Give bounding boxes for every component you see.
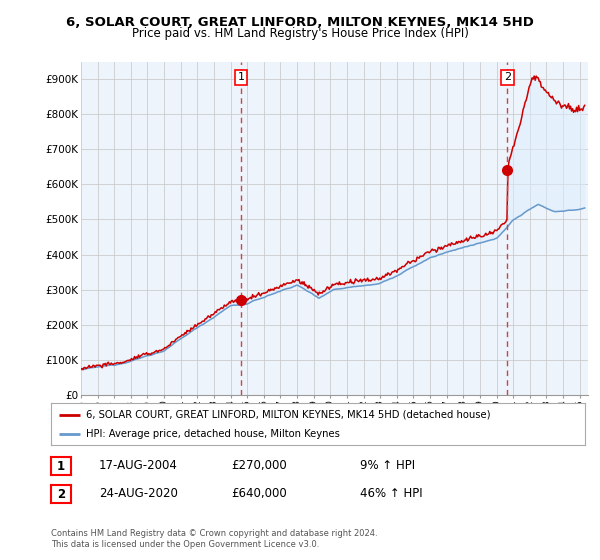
Text: 6, SOLAR COURT, GREAT LINFORD, MILTON KEYNES, MK14 5HD (detached house): 6, SOLAR COURT, GREAT LINFORD, MILTON KE… bbox=[86, 409, 490, 419]
Text: 6, SOLAR COURT, GREAT LINFORD, MILTON KEYNES, MK14 5HD: 6, SOLAR COURT, GREAT LINFORD, MILTON KE… bbox=[66, 16, 534, 29]
Text: 1: 1 bbox=[57, 460, 65, 473]
Text: 9% ↑ HPI: 9% ↑ HPI bbox=[360, 459, 415, 473]
Text: 2: 2 bbox=[504, 72, 511, 82]
Text: 24-AUG-2020: 24-AUG-2020 bbox=[99, 487, 178, 501]
Text: 46% ↑ HPI: 46% ↑ HPI bbox=[360, 487, 422, 501]
Text: HPI: Average price, detached house, Milton Keynes: HPI: Average price, detached house, Milt… bbox=[86, 429, 340, 439]
Text: £640,000: £640,000 bbox=[231, 487, 287, 501]
Text: 1: 1 bbox=[238, 72, 245, 82]
Text: 2: 2 bbox=[57, 488, 65, 501]
Text: 17-AUG-2004: 17-AUG-2004 bbox=[99, 459, 178, 473]
Text: £270,000: £270,000 bbox=[231, 459, 287, 473]
Text: Price paid vs. HM Land Registry's House Price Index (HPI): Price paid vs. HM Land Registry's House … bbox=[131, 27, 469, 40]
Text: Contains HM Land Registry data © Crown copyright and database right 2024.
This d: Contains HM Land Registry data © Crown c… bbox=[51, 529, 377, 549]
